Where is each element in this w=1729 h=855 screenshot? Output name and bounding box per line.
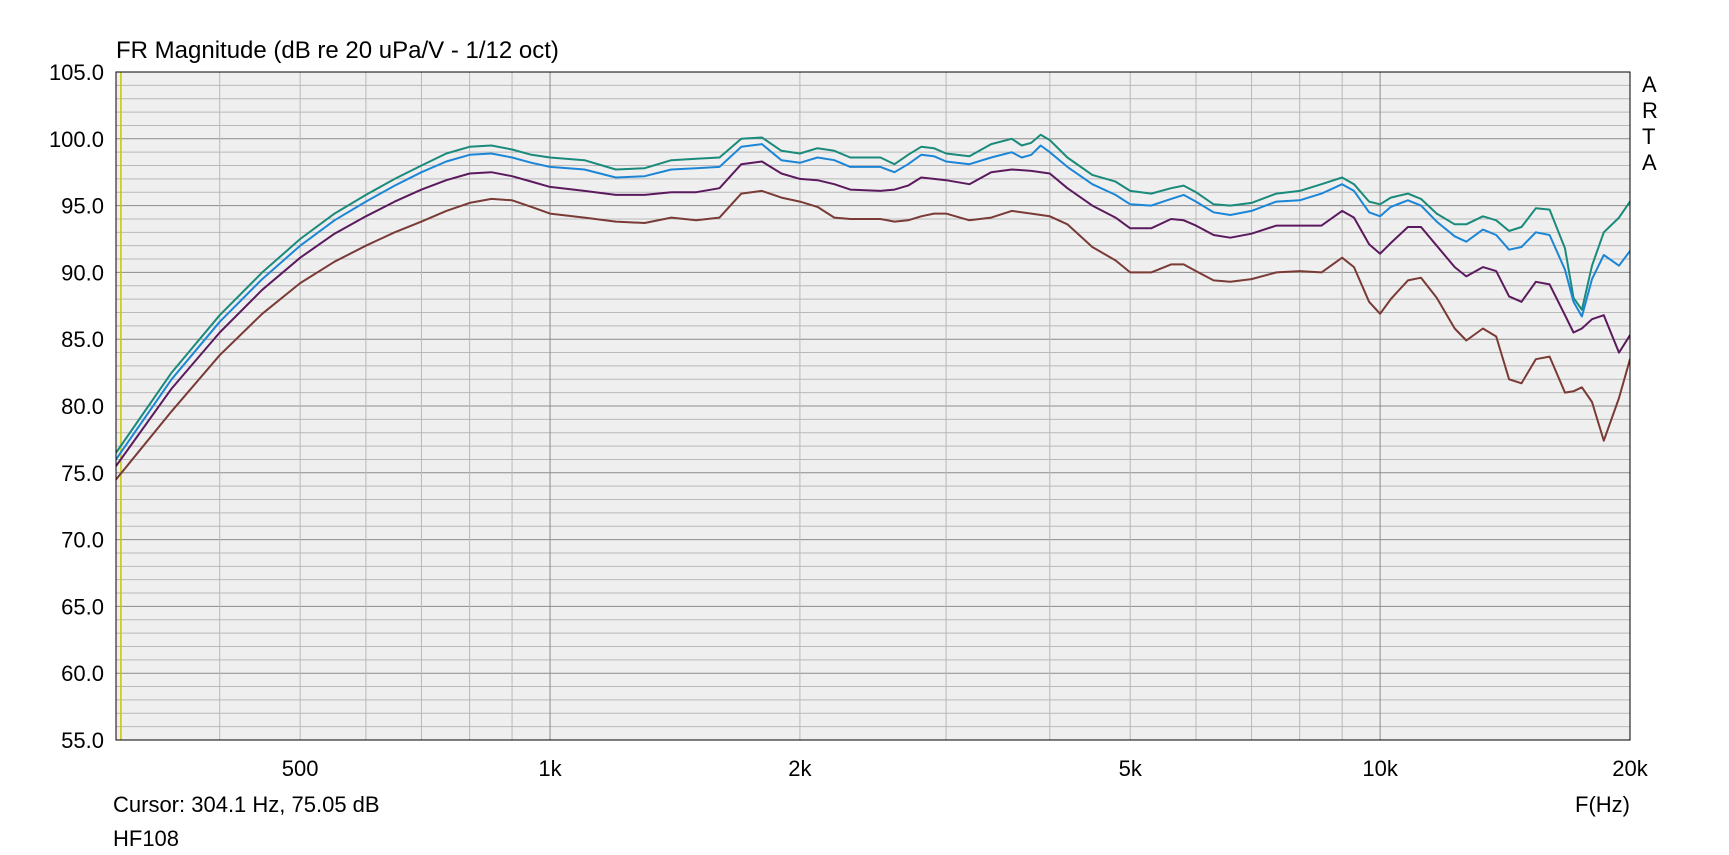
- y-tick-label: 70.0: [61, 528, 104, 553]
- y-tick-label: 65.0: [61, 594, 104, 619]
- y-tick-label: 60.0: [61, 661, 104, 686]
- x-tick-label: 1k: [538, 756, 562, 781]
- y-tick-label: 95.0: [61, 194, 104, 219]
- watermark-letter: T: [1642, 124, 1655, 149]
- series-line-1: [116, 133, 1630, 454]
- y-tick-label: 55.0: [61, 728, 104, 753]
- y-tick-label: 80.0: [61, 394, 104, 419]
- y-tick-label: 100.0: [49, 127, 104, 152]
- x-axis-label: F(Hz): [1575, 792, 1630, 817]
- x-tick-label: 2k: [788, 756, 812, 781]
- plot-frame: [115, 71, 1631, 741]
- series-line-4: [116, 189, 1630, 481]
- series-line-2: [116, 143, 1630, 461]
- axes: 105.0 100.0 95.0 90.0 85.0 80.0 75.0 70.0 65.0 60…: [49, 60, 1649, 781]
- x-tick-label: 500: [282, 756, 319, 781]
- series-group: [116, 133, 1630, 481]
- x-tick-label: 20k: [1612, 756, 1648, 781]
- y-tick-label: 90.0: [61, 260, 104, 285]
- x-tick-label: 10k: [1362, 756, 1398, 781]
- x-tick-label: 5k: [1119, 756, 1143, 781]
- plot-area: [115, 71, 1631, 741]
- y-tick-label: 105.0: [49, 60, 104, 85]
- watermark-letter: R: [1642, 98, 1658, 123]
- measurement-name: HF108: [113, 826, 179, 850]
- chart-title: FR Magnitude (dB re 20 uPa/V - 1/12 oct): [116, 37, 559, 64]
- watermark-letter: A: [1642, 150, 1657, 175]
- watermark-letter: A: [1642, 72, 1657, 97]
- y-tick-label: 85.0: [61, 327, 104, 352]
- series-line-3: [116, 160, 1630, 468]
- cursor-readout: Cursor: 304.1 Hz, 75.05 dB: [113, 792, 380, 817]
- y-tick-label: 75.0: [61, 461, 104, 486]
